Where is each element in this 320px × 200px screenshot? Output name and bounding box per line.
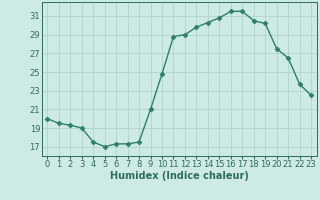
X-axis label: Humidex (Indice chaleur): Humidex (Indice chaleur)	[110, 171, 249, 181]
